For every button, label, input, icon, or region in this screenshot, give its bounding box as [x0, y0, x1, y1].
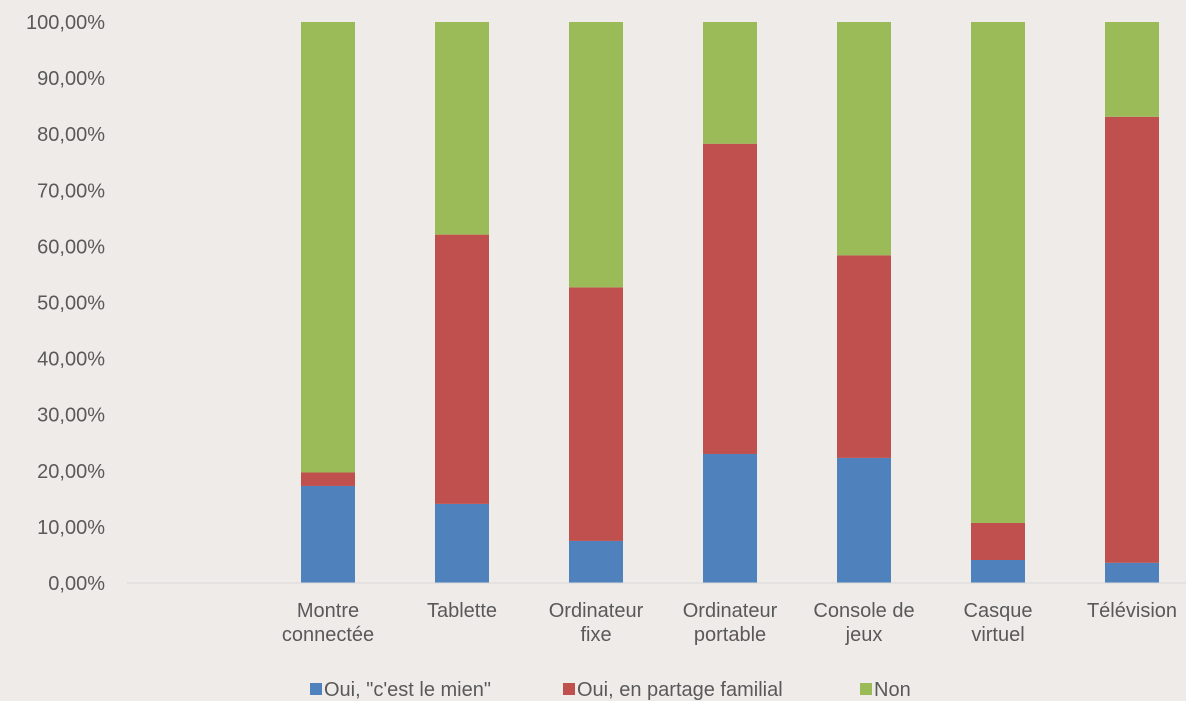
legend-label: Oui, en partage familial: [577, 679, 783, 701]
y-tick-label: 10,00%: [37, 517, 105, 539]
x-axis-labels: Montre connectée Tablette Ordinateur fixe Ord…: [282, 600, 1177, 646]
legend-label: Oui, "c'est le mien": [324, 679, 491, 701]
x-category-label: Télévision: [1087, 600, 1177, 622]
bar-segment-series-1-cat-7: [1105, 562, 1159, 583]
y-tick-label: 80,00%: [37, 124, 105, 146]
y-tick-label: 20,00%: [37, 461, 105, 483]
legend-swatch: [310, 683, 322, 695]
x-category-label: Ordinateur portable: [683, 600, 778, 646]
bar-segment-series-3-cat-2: [435, 22, 489, 235]
x-category-label: Ordinateur fixe: [549, 600, 644, 646]
legend: Oui, "c'est le mien" Oui, en partage fami…: [310, 679, 911, 701]
y-tick-label: 90,00%: [37, 68, 105, 90]
bar-segment-series-3-cat-6: [971, 22, 1025, 523]
bar-segment-series-1-cat-3: [569, 540, 623, 583]
y-tick-label: 60,00%: [37, 236, 105, 258]
bar-segment-series-2-cat-1: [301, 472, 355, 486]
bar-segment-series-3-cat-3: [569, 22, 623, 288]
x-category-label: Montre connectée: [282, 600, 374, 646]
bar-segment-series-2-cat-4: [703, 143, 757, 454]
y-tick-label: 70,00%: [37, 180, 105, 202]
x-category-label: Casque virtuel: [964, 600, 1033, 646]
y-axis-labels: 0,00% 10,00% 20,00% 30,00% 40,00% 50,00% 60,00…: [26, 12, 105, 595]
x-category-label: Tablette: [427, 600, 497, 622]
legend-swatch: [860, 683, 872, 695]
bar-segment-series-3-cat-1: [301, 22, 355, 473]
bar-segment-series-1-cat-1: [301, 485, 355, 583]
legend-label: Non: [874, 679, 911, 701]
y-tick-label: 0,00%: [48, 573, 105, 595]
y-tick-label: 50,00%: [37, 293, 105, 315]
y-tick-label: 30,00%: [37, 405, 105, 427]
bar-segment-series-2-cat-6: [971, 522, 1025, 560]
bar-segment-series-1-cat-4: [703, 453, 757, 583]
bar-segment-series-1-cat-5: [837, 457, 891, 583]
bar-segment-series-1-cat-6: [971, 559, 1025, 583]
bar-segment-series-3-cat-4: [703, 22, 757, 144]
bars: [301, 22, 1159, 583]
bar-segment-series-3-cat-5: [837, 22, 891, 256]
legend-swatch: [563, 683, 575, 695]
bar-segment-series-2-cat-3: [569, 287, 623, 541]
y-tick-label: 100,00%: [26, 12, 105, 34]
bar-segment-series-3-cat-7: [1105, 22, 1159, 117]
y-tick-label: 40,00%: [37, 349, 105, 371]
x-category-label: Console de jeux: [813, 600, 914, 646]
bar-segment-series-2-cat-2: [435, 234, 489, 504]
bar-segment-series-2-cat-5: [837, 255, 891, 458]
bar-segment-series-1-cat-2: [435, 503, 489, 583]
bar-segment-series-2-cat-7: [1105, 116, 1159, 563]
